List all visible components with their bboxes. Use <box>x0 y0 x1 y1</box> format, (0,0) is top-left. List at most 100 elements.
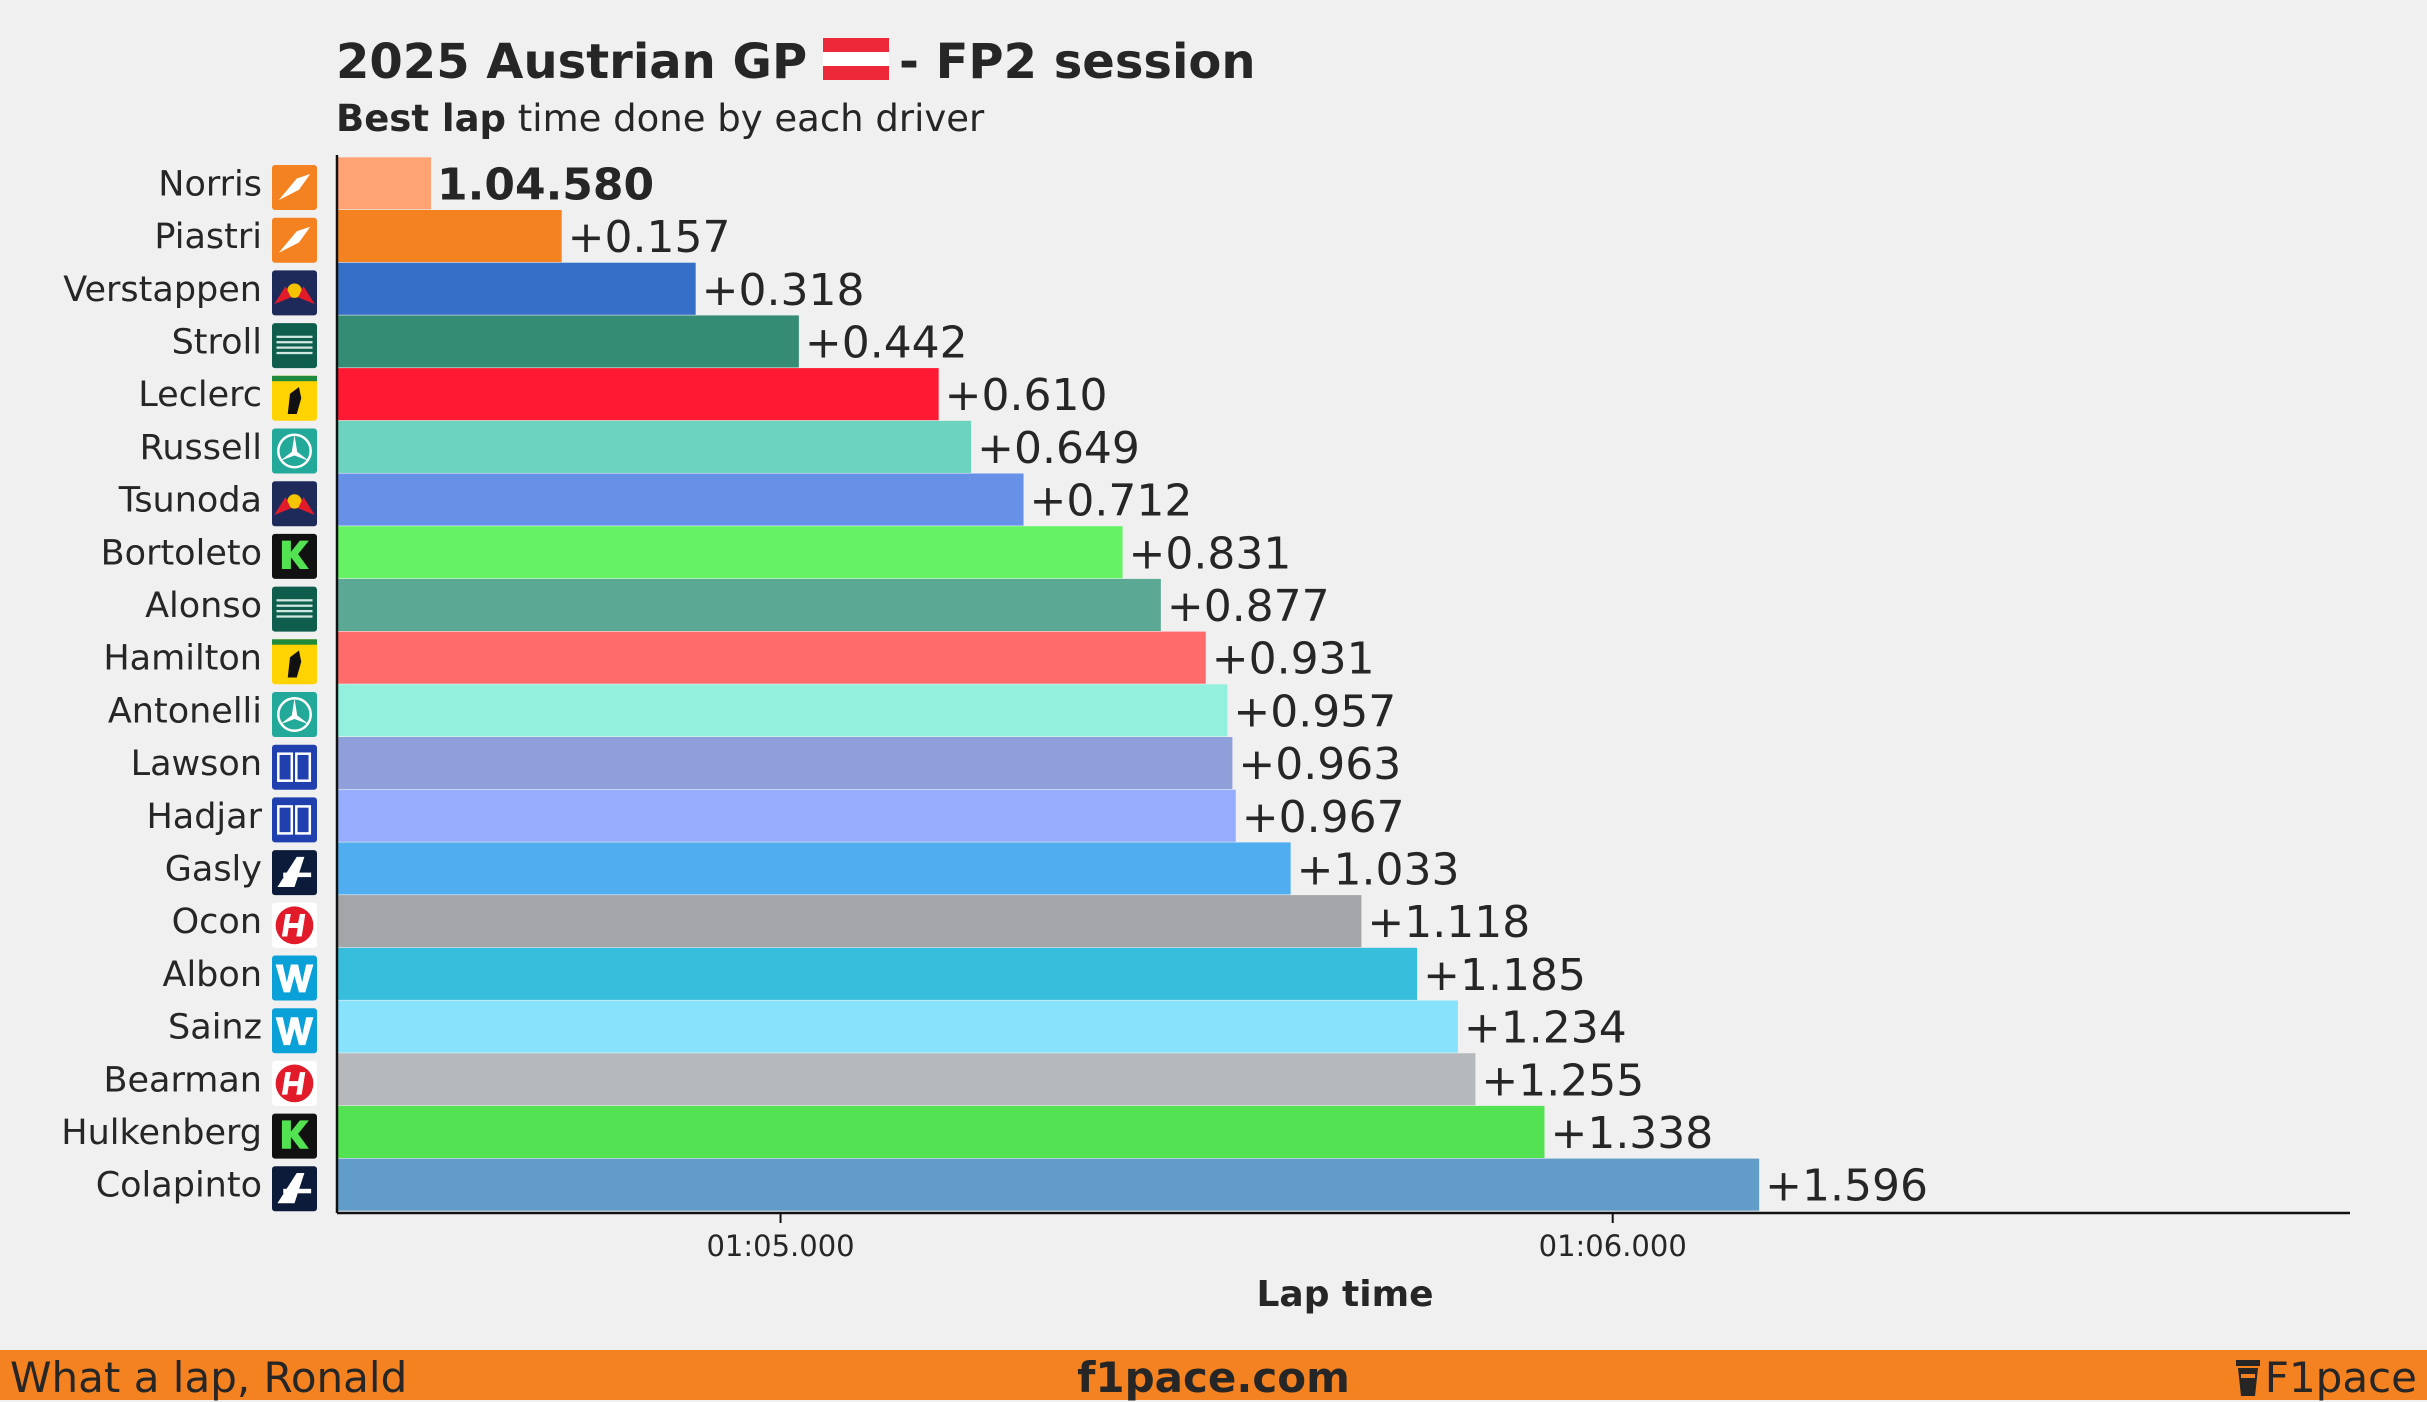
gap-label-stroll: +0.442 <box>805 317 968 368</box>
team-logos-group <box>272 165 317 1212</box>
bar-bortoleto <box>337 526 1123 579</box>
gap-label-colapinto: +1.596 <box>1765 1161 1928 1212</box>
bar-leclerc <box>337 368 939 421</box>
driver-label-lawson: Lawson <box>131 744 262 784</box>
driver-labels-group: Norris Piastri Verstappen Stroll Leclerc Russ… <box>61 164 262 1205</box>
mercedes-logo-icon <box>272 692 317 737</box>
bar-verstappen <box>337 262 696 315</box>
ferrari-logo-icon <box>272 375 317 421</box>
footer-brand: F1pace <box>2235 1353 2417 1402</box>
gap-label-sainz: +1.234 <box>1464 1003 1627 1054</box>
bar-colapinto <box>337 1158 1760 1211</box>
gap-label-russell: +0.649 <box>977 423 1140 474</box>
footer-tagline: What a lap, Ronald <box>10 1353 408 1402</box>
driver-label-sainz: Sainz <box>168 1008 262 1048</box>
bar-gasly <box>337 842 1291 895</box>
gap-label-norris: 1.04.580 <box>437 159 654 210</box>
bar-sainz <box>337 1000 1458 1053</box>
cup-icon <box>2235 1359 2260 1396</box>
red-bull-logo-icon <box>272 270 317 316</box>
bars-group <box>337 157 1760 1211</box>
sauber-logo-icon <box>272 1113 317 1159</box>
bar-lawson <box>337 737 1233 790</box>
subtitle-rest: time done by each driver <box>518 97 985 140</box>
bar-tsunoda <box>337 473 1024 526</box>
gap-label-ocon: +1.118 <box>1367 897 1530 948</box>
gap-label-hadjar: +0.967 <box>1242 792 1405 843</box>
bar-alonso <box>337 578 1161 631</box>
driver-label-russell: Russell <box>140 428 262 468</box>
x-tick-label: 01:06.000 <box>1539 1229 1687 1263</box>
driver-label-colapinto: Colapinto <box>96 1166 262 1206</box>
gap-label-hamilton: +0.931 <box>1212 634 1375 685</box>
driver-label-piastri: Piastri <box>154 217 262 257</box>
driver-label-ocon: Ocon <box>172 902 262 942</box>
williams-logo-icon <box>272 955 317 1001</box>
alpine-logo-icon <box>272 850 317 896</box>
gap-label-gasly: +1.033 <box>1297 844 1460 895</box>
driver-label-stroll: Stroll <box>172 322 262 362</box>
gap-label-albon: +1.185 <box>1423 950 1586 1001</box>
chart-subtitle: Best lap time done by each driver <box>336 97 985 140</box>
driver-label-hulkenberg: Hulkenberg <box>61 1113 262 1153</box>
racing-bulls-logo-icon <box>272 797 317 843</box>
driver-label-norris: Norris <box>158 164 262 204</box>
bar-stroll <box>337 315 799 368</box>
chart-title-suffix: - FP2 session <box>899 34 1256 90</box>
haas-logo-icon <box>272 1060 317 1106</box>
alpine-logo-icon <box>272 1166 317 1212</box>
sauber-logo-icon <box>272 533 317 579</box>
bar-hadjar <box>337 789 1236 842</box>
ferrari-logo-icon <box>272 639 317 685</box>
footer-site-link[interactable]: f1pace.com <box>1077 1353 1350 1402</box>
bar-russell <box>337 420 972 473</box>
gap-label-hulkenberg: +1.338 <box>1550 1108 1713 1159</box>
gap-label-tsunoda: +0.712 <box>1030 476 1193 527</box>
driver-label-hadjar: Hadjar <box>146 797 262 837</box>
bar-norris <box>337 157 432 210</box>
gap-label-antonelli: +0.957 <box>1233 686 1396 737</box>
red-bull-logo-icon <box>272 481 317 527</box>
footer-bar: What a lap, Ronald f1pace.com F1pace <box>0 1350 2427 1402</box>
gap-labels-group: 1.04.580+0.157+0.318+0.442+0.610+0.649+0… <box>437 159 1928 1211</box>
gap-label-bearman: +1.255 <box>1481 1055 1644 1106</box>
bar-piastri <box>337 210 562 263</box>
haas-logo-icon <box>272 902 317 948</box>
x-axis-label: Lap time <box>1256 1274 1433 1315</box>
racing-bulls-logo-icon <box>272 744 317 790</box>
bar-antonelli <box>337 684 1228 737</box>
austria-flag-icon <box>823 38 889 80</box>
mclaren-logo-icon <box>272 217 317 263</box>
aston-martin-logo-icon <box>272 586 317 632</box>
gap-label-verstappen: +0.318 <box>702 265 865 316</box>
bar-hamilton <box>337 631 1206 684</box>
bar-albon <box>337 947 1418 1000</box>
driver-label-bearman: Bearman <box>104 1060 263 1100</box>
driver-label-hamilton: Hamilton <box>103 639 262 679</box>
aston-martin-logo-icon <box>272 323 317 369</box>
gap-label-bortoleto: +0.831 <box>1129 528 1292 579</box>
mclaren-logo-icon <box>272 165 317 210</box>
bar-bearman <box>337 1053 1476 1106</box>
driver-label-gasly: Gasly <box>165 849 262 889</box>
gap-label-leclerc: +0.610 <box>945 370 1108 421</box>
driver-label-albon: Albon <box>163 955 262 995</box>
driver-label-leclerc: Leclerc <box>138 375 262 415</box>
x-tick-label: 01:05.000 <box>706 1229 854 1263</box>
driver-label-antonelli: Antonelli <box>108 691 262 731</box>
bar-ocon <box>337 895 1362 948</box>
axes-group: 01:05.000 01:06.000 <box>335 155 2350 1263</box>
driver-label-bortoleto: Bortoleto <box>101 533 262 573</box>
williams-logo-icon <box>272 1008 317 1054</box>
subtitle-bold: Best lap <box>336 97 506 140</box>
footer-brand-label: F1pace <box>2264 1353 2417 1402</box>
mercedes-logo-icon <box>272 428 317 474</box>
chart-title: 2025 Austrian GP <box>336 34 807 90</box>
chart-title-group: 2025 Austrian GP - FP2 session Best lap … <box>336 34 1256 140</box>
bar-hulkenberg <box>337 1105 1545 1158</box>
driver-label-verstappen: Verstappen <box>63 270 262 310</box>
driver-label-alonso: Alonso <box>145 586 262 626</box>
gap-label-alonso: +0.877 <box>1167 581 1330 632</box>
gap-label-piastri: +0.157 <box>568 212 731 263</box>
driver-label-tsunoda: Tsunoda <box>118 481 262 521</box>
